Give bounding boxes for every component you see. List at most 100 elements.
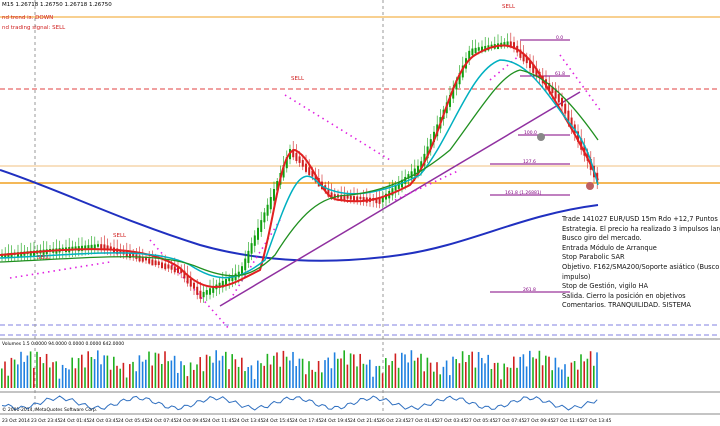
volume-bar	[586, 358, 589, 388]
candle-body	[423, 153, 426, 166]
volume-bar	[359, 353, 361, 388]
volume-bar	[407, 362, 409, 388]
candle-body	[426, 146, 429, 159]
volume-bar	[253, 379, 256, 388]
volume-bar	[311, 369, 313, 388]
candle-body	[356, 196, 359, 202]
volume-bar	[410, 350, 413, 388]
candle-body	[253, 235, 256, 246]
volume-bar	[93, 359, 96, 388]
candle-body	[170, 265, 173, 270]
volume-bar	[234, 359, 237, 388]
volume-bar	[202, 371, 205, 388]
candle-body	[97, 244, 99, 247]
time-label: 27 Oct 05:45	[466, 418, 495, 424]
note-line: Busco giro del mercado.	[562, 234, 642, 243]
volume-bar	[113, 356, 115, 388]
volume-bar	[237, 366, 240, 388]
candle-body	[535, 68, 538, 76]
candles	[1, 32, 599, 303]
trade-note: Trade 141027 EUR/USD 15m Rdo +12,7 Punto…	[562, 215, 720, 311]
note-line: Objetivo. F162/SMA200/Soporte asiático (…	[562, 262, 720, 271]
time-label: 24 Oct 19:45	[321, 418, 350, 424]
volume-bar	[445, 360, 448, 388]
volume-bar	[129, 364, 131, 388]
volume-bar	[173, 355, 176, 388]
candle-body	[116, 248, 119, 255]
candle-body	[164, 263, 167, 270]
candle-body	[10, 252, 13, 258]
volume-bar	[391, 361, 393, 388]
volume-bar	[292, 351, 294, 388]
candle-body	[381, 196, 384, 203]
volume-bar	[55, 361, 57, 388]
volume-bar	[199, 357, 201, 388]
volume-bar	[260, 363, 262, 388]
candle-body	[212, 286, 215, 293]
candle-body	[557, 94, 560, 103]
volume-bar	[17, 364, 19, 388]
volume-bar	[356, 366, 358, 388]
candle-body	[109, 246, 112, 250]
candle-body	[477, 47, 480, 51]
time-label: 24 Oct 03:45	[89, 418, 118, 424]
time-label: 27 Oct 01:45	[408, 418, 437, 424]
candle-body	[244, 258, 247, 271]
trend-text: nd trend is: DOWN	[2, 15, 53, 21]
volume-bar	[241, 357, 243, 388]
volume-bar	[74, 368, 77, 388]
note-line: Entrada Módulo de Arranque	[562, 243, 657, 252]
candle-body	[503, 42, 506, 46]
candle-body	[295, 152, 298, 162]
candle-body	[74, 246, 77, 250]
candle-body	[282, 165, 285, 178]
volume-bar	[151, 365, 153, 388]
volume-bar	[298, 358, 301, 388]
candle-body	[375, 198, 378, 204]
time-label: 24 Oct 01:45	[60, 418, 89, 424]
volume-bar	[388, 365, 390, 388]
volume-bar	[97, 350, 99, 388]
time-label: 24 Oct 09:45	[176, 418, 205, 424]
candle-body	[129, 252, 131, 259]
note-line: Estrategia. El precio ha realizado 3 imp…	[562, 224, 720, 233]
fib-label: 261.8	[523, 287, 536, 293]
candle-body	[529, 60, 531, 68]
candle-body	[186, 274, 189, 284]
volume-bar	[343, 350, 345, 388]
volume-bar	[154, 352, 157, 388]
candle-body	[231, 275, 234, 282]
volume-bar	[122, 362, 125, 388]
candle-body	[333, 194, 336, 199]
candle-body	[106, 245, 109, 251]
candle-body	[33, 250, 35, 256]
volume-bar	[458, 363, 461, 388]
candle-body	[250, 243, 253, 254]
volume-bar	[449, 375, 451, 388]
candle-body	[567, 110, 570, 123]
volume-bar	[477, 352, 480, 388]
volume-bar	[1, 368, 3, 388]
volume-bar	[39, 356, 41, 388]
volume-bar	[90, 357, 93, 388]
candle-body	[327, 188, 330, 197]
volume-bar	[141, 361, 144, 388]
volume-bar	[516, 367, 518, 388]
volume-bar	[65, 368, 67, 388]
volume-bar	[148, 351, 150, 388]
candle-body	[551, 86, 554, 93]
volume-bar	[503, 363, 505, 388]
volume-bar	[250, 365, 253, 388]
time-label: 27 Oct 09:45	[524, 418, 553, 424]
volume-bar	[273, 355, 275, 388]
volume-bar	[493, 362, 496, 388]
candle-body	[394, 185, 397, 191]
volume-bar	[429, 362, 432, 388]
volume-bar	[167, 361, 169, 388]
volume-bar	[186, 376, 189, 388]
volume-bar	[340, 358, 342, 388]
candle-body	[522, 53, 525, 62]
signal-label: SELL	[291, 76, 305, 82]
exit-marker	[586, 182, 594, 190]
volume-bar	[487, 354, 489, 388]
